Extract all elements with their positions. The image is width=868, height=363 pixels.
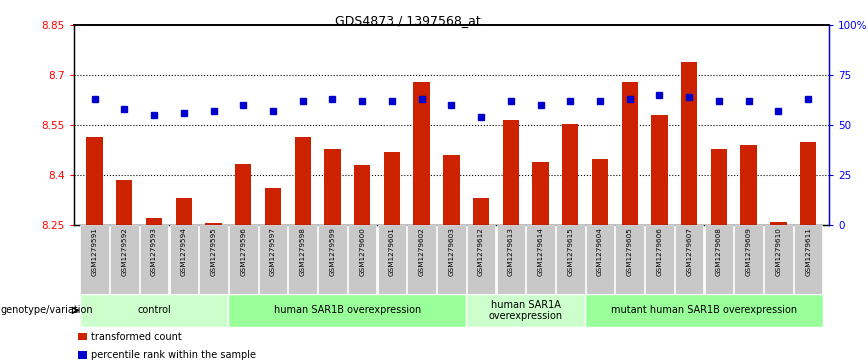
Bar	[651, 115, 667, 225]
Bar	[413, 82, 430, 225]
Bar	[556, 225, 584, 294]
Bar	[80, 294, 228, 327]
Bar	[681, 62, 697, 225]
Bar	[770, 222, 786, 225]
Bar	[503, 120, 519, 225]
Bar	[265, 188, 281, 225]
Bar	[705, 225, 733, 294]
Text: GSM1279612: GSM1279612	[478, 227, 484, 276]
Bar	[140, 225, 168, 294]
Bar	[384, 152, 400, 225]
Text: genotype/variation: genotype/variation	[1, 305, 94, 315]
Text: GSM1279594: GSM1279594	[181, 227, 187, 276]
Text: GSM1279609: GSM1279609	[746, 227, 752, 276]
Bar	[586, 225, 615, 294]
Text: GSM1279591: GSM1279591	[92, 227, 97, 276]
Bar	[532, 162, 549, 225]
Bar	[319, 225, 346, 294]
Bar	[200, 225, 227, 294]
Bar	[526, 225, 555, 294]
Text: GSM1279614: GSM1279614	[537, 227, 543, 276]
Bar	[110, 225, 139, 294]
Text: GSM1279596: GSM1279596	[240, 227, 247, 276]
Bar	[169, 225, 198, 294]
Bar	[325, 148, 340, 225]
Text: GSM1279602: GSM1279602	[418, 227, 424, 276]
Text: GSM1279607: GSM1279607	[687, 227, 692, 276]
Bar	[78, 333, 88, 340]
Bar	[734, 225, 763, 294]
Bar	[675, 225, 703, 294]
Bar	[645, 225, 674, 294]
Bar	[228, 294, 466, 327]
Bar	[800, 142, 816, 225]
Bar	[146, 219, 162, 225]
Bar	[615, 225, 644, 294]
Bar	[496, 225, 525, 294]
Bar	[229, 225, 258, 294]
Text: GSM1279595: GSM1279595	[211, 227, 216, 276]
Bar	[378, 225, 406, 294]
Bar	[437, 225, 465, 294]
Bar	[259, 225, 287, 294]
Bar	[87, 137, 102, 225]
Text: GSM1279606: GSM1279606	[656, 227, 662, 276]
Text: GSM1279601: GSM1279601	[389, 227, 395, 276]
Bar	[467, 225, 496, 294]
Bar	[585, 294, 823, 327]
Text: human SAR1A
overexpression: human SAR1A overexpression	[489, 299, 562, 321]
Bar	[562, 123, 578, 225]
Bar	[348, 225, 377, 294]
Text: GSM1279592: GSM1279592	[122, 227, 128, 276]
Bar	[740, 145, 757, 225]
Bar	[288, 225, 317, 294]
Text: GSM1279603: GSM1279603	[449, 227, 454, 276]
Bar	[711, 148, 727, 225]
Text: GSM1279593: GSM1279593	[151, 227, 157, 276]
Text: GSM1279597: GSM1279597	[270, 227, 276, 276]
Bar	[592, 159, 608, 225]
Bar	[621, 82, 638, 225]
Text: GSM1279615: GSM1279615	[568, 227, 573, 276]
Text: transformed count: transformed count	[91, 331, 182, 342]
Bar	[235, 163, 252, 225]
Bar	[81, 225, 108, 294]
Text: GDS4873 / 1397568_at: GDS4873 / 1397568_at	[335, 15, 481, 28]
Bar	[407, 225, 436, 294]
Text: GSM1279608: GSM1279608	[716, 227, 722, 276]
Bar	[116, 180, 133, 225]
Text: GSM1279598: GSM1279598	[299, 227, 306, 276]
Bar	[794, 225, 822, 294]
Text: GSM1279610: GSM1279610	[775, 227, 781, 276]
Bar	[354, 165, 371, 225]
Text: human SAR1B overexpression: human SAR1B overexpression	[273, 305, 421, 315]
Text: GSM1279613: GSM1279613	[508, 227, 514, 276]
Bar	[175, 199, 192, 225]
Bar	[78, 351, 88, 359]
Text: GSM1279599: GSM1279599	[330, 227, 335, 276]
Text: GSM1279611: GSM1279611	[806, 227, 811, 276]
Text: control: control	[137, 305, 171, 315]
Bar	[466, 294, 585, 327]
Text: GSM1279604: GSM1279604	[597, 227, 603, 276]
Text: mutant human SAR1B overexpression: mutant human SAR1B overexpression	[611, 305, 797, 315]
Text: percentile rank within the sample: percentile rank within the sample	[91, 350, 256, 360]
Bar	[444, 155, 459, 225]
Bar	[206, 223, 221, 225]
Text: GSM1279605: GSM1279605	[627, 227, 633, 276]
Bar	[473, 199, 490, 225]
Bar	[294, 137, 311, 225]
Bar	[764, 225, 792, 294]
Text: GSM1279600: GSM1279600	[359, 227, 365, 276]
